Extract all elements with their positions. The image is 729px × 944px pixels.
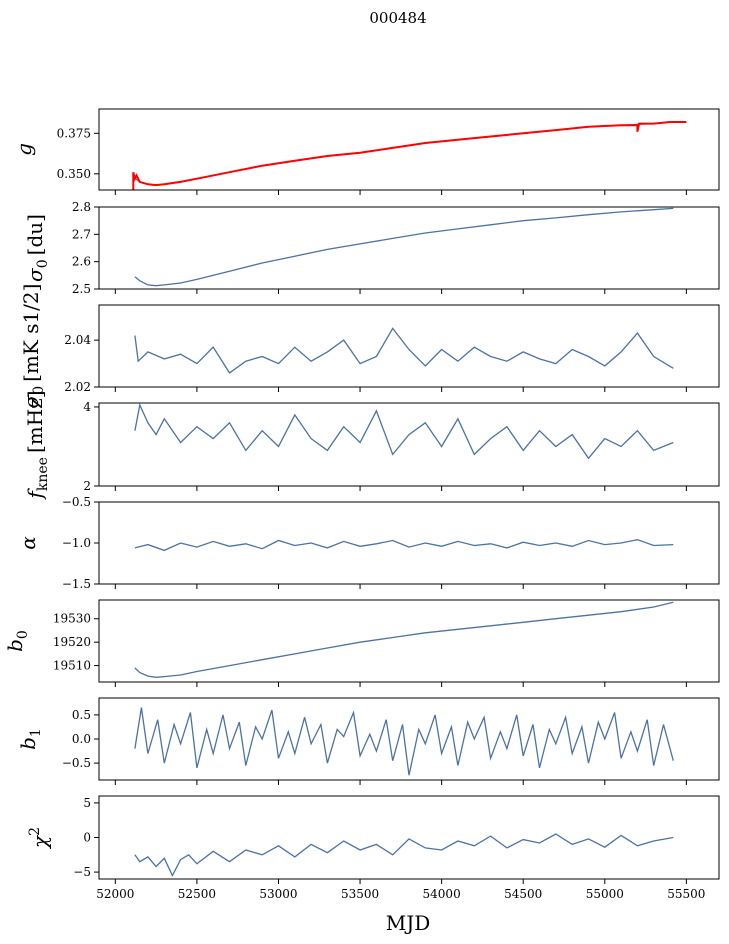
y-tick-label: 2.8 [72, 200, 91, 214]
y-axis-label-subscript: 0 [15, 630, 31, 639]
y-tick-label: 4 [83, 400, 91, 414]
y-tick-label: −5 [73, 865, 91, 879]
y-tick-label: −1.0 [62, 536, 91, 550]
axes-frame [98, 599, 720, 683]
y-axis-label-symbol: b [3, 639, 27, 652]
panel-3: 2.02 2.04 σ0​[mK s1/2] [19, 284, 720, 409]
series-line-1 [134, 833, 674, 877]
y-tick-label: 0.350 [57, 167, 91, 181]
series-line-1 [134, 707, 674, 776]
y-axis-label-unit: [du] [23, 214, 47, 255]
y-axis-label: b1​ [16, 728, 44, 750]
y-tick-label: 2.5 [72, 282, 91, 296]
y-tick-label: 0.5 [72, 708, 91, 722]
axes-frame [98, 501, 720, 585]
y-tick-label: 19520 [53, 635, 91, 649]
series-line-1 [134, 601, 674, 678]
panel-6: 19510 19520 19530 b0​ [3, 599, 720, 687]
axes-frame [98, 795, 720, 880]
panel-1: 0.350 0.375 g [12, 108, 720, 195]
panels: 0.3500.375g2.52.62.72.8σ0​[du]2.022.04σ0… [3, 108, 720, 901]
y-axis-label-subscript: 0 [35, 259, 51, 268]
axes-frame [98, 108, 720, 191]
y-axis-label-subscript: 0 [31, 386, 47, 395]
x-tick-label: 55500 [667, 887, 705, 901]
panel-2: 2.5 2.6 2.7 2.8 σ0​[du] [23, 200, 720, 296]
y-axis-label-symbol: b [16, 737, 40, 750]
y-axis-label: α [16, 536, 40, 550]
panel-4: 2 4 fknee​[mHz] [23, 390, 720, 501]
y-axis-label-symbol: σ [23, 267, 47, 282]
y-axis-label-symbol: σ [19, 393, 43, 408]
y-axis-label-subscript: knee [35, 457, 51, 491]
axes-frame [98, 402, 720, 487]
y-tick-label: −0.5 [62, 756, 91, 770]
y-axis-label: b0​ [3, 630, 31, 652]
y-axis-label: σ0​[mK s1/2] [19, 284, 47, 409]
y-axis-label-symbol: g [12, 143, 36, 156]
y-tick-label: 0.375 [57, 126, 91, 140]
y-tick-label: −0.5 [62, 495, 91, 509]
x-tick-label: 54000 [423, 887, 461, 901]
series-line-1 [134, 403, 674, 460]
axes-frame [98, 206, 720, 290]
y-tick-label: 2 [83, 479, 91, 493]
x-tick-label: 52000 [96, 887, 134, 901]
x-tick-label: 53000 [259, 887, 297, 901]
panel-5: −1.5 −1.0 −0.5 α [16, 495, 720, 591]
series-line-1 [134, 327, 674, 374]
y-axis-label: χ2 [27, 827, 52, 850]
y-axis-label-superscript: 2 [27, 827, 43, 836]
y-tick-label: 2.02 [64, 380, 91, 394]
y-axis-label-symbol: α [16, 536, 40, 550]
y-tick-label: 2.04 [64, 333, 91, 347]
panel-8: −5 0 5 52000 52500 53000 53500 54000 54500 55000 5… [27, 795, 720, 901]
x-tick-label: 54500 [504, 887, 542, 901]
y-tick-label: 19510 [53, 659, 91, 673]
x-tick-label: 53500 [341, 887, 379, 901]
y-axis-label: σ0​[du] [23, 214, 51, 282]
y-tick-label: 2.7 [72, 227, 91, 241]
y-axis-label: g [12, 143, 36, 156]
x-axis-label: MJD [386, 911, 431, 935]
y-tick-label: 19530 [53, 612, 91, 626]
y-axis-label-symbol: χ [28, 834, 52, 850]
series-line-2 [132, 121, 687, 190]
y-tick-label: 5 [83, 796, 91, 810]
x-tick-label: 55000 [586, 887, 624, 901]
series-line-1 [134, 539, 674, 552]
figure-title: 000484 [369, 9, 426, 27]
y-axis-label: fknee​[mHz] [23, 390, 51, 500]
y-axis-label-subscript: 1 [28, 728, 44, 737]
axes-frame [98, 697, 720, 781]
y-tick-label: 2.6 [72, 255, 91, 269]
series-line-1 [134, 207, 674, 287]
y-tick-label: 0 [83, 831, 91, 845]
y-axis-label-unit: [mK s1/2] [19, 284, 43, 382]
y-tick-label: 0.0 [72, 732, 91, 746]
x-tick-label: 52500 [178, 887, 216, 901]
y-axis-label-unit: [mHz] [23, 390, 47, 453]
axes-frame [98, 304, 720, 388]
panel-7: −0.5 0.0 0.5 b1​ [16, 697, 720, 785]
y-tick-label: −1.5 [62, 577, 91, 591]
